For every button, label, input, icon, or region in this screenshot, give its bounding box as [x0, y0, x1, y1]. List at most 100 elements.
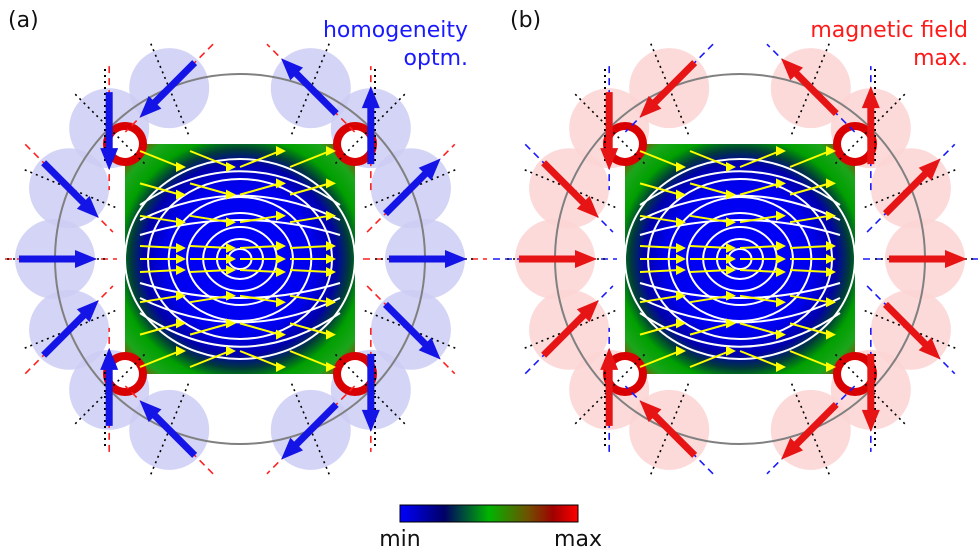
field-arrow-shaft	[789, 245, 831, 249]
field-arrow-head	[776, 329, 786, 340]
magnet-arrow-head	[945, 250, 967, 268]
field-arrow-head	[676, 318, 686, 329]
field-arrow-head	[326, 362, 336, 372]
field-arrow-head	[326, 178, 336, 189]
field-arrow-head	[326, 266, 336, 277]
field-arrow-head	[276, 266, 286, 277]
magnet-arrow-head	[575, 250, 597, 268]
magnet-arrow-head	[76, 195, 99, 218]
field-contour	[124, 158, 356, 360]
field-arrow-shaft	[689, 350, 731, 368]
panel-a	[0, 41, 487, 477]
magnet-arrow-shaft	[382, 170, 429, 217]
field-arrow-head	[676, 217, 686, 228]
field-contour-arc	[139, 282, 341, 299]
field-arrow-head	[176, 189, 186, 200]
field-arrow-shaft	[739, 322, 781, 336]
magnet-arrow-head	[418, 337, 441, 360]
field-contour-arc	[139, 219, 341, 236]
field-arrow-head	[826, 241, 836, 252]
field-arrow-head	[276, 178, 286, 189]
magnet-arrow-head	[639, 95, 662, 118]
field-arrow-shaft	[289, 350, 331, 368]
field-arrow-shaft	[289, 245, 331, 249]
colorbar-min-label: min	[379, 527, 421, 552]
field-arrow-head	[226, 346, 236, 356]
magnet-arrow-shaft	[882, 301, 929, 348]
field-arrow-head	[176, 290, 186, 301]
field-arrow-shaft	[139, 245, 181, 249]
magnet-arrow-head	[576, 195, 599, 218]
magnet-arrow-shaft	[41, 160, 88, 207]
field-arrow-head	[226, 254, 236, 264]
field-arrow-shaft	[189, 245, 231, 249]
field-arrow-shaft	[789, 214, 831, 224]
field-arrow-shaft	[739, 245, 781, 249]
magnet-arrow-head	[100, 347, 119, 370]
field-arrow-head	[326, 329, 336, 340]
field-arrow-head	[176, 162, 186, 172]
field-arrow-shaft	[289, 322, 331, 336]
field-arrow-head	[276, 241, 286, 252]
field-arrow-shaft	[189, 322, 231, 336]
field-arrow-head	[326, 210, 336, 221]
panel-title-b-line2: max.	[913, 46, 968, 71]
magnet-arrow-head	[361, 86, 380, 109]
field-arrow-shaft	[689, 150, 731, 168]
magnet-arrow-head	[918, 337, 941, 360]
field-contour	[624, 158, 856, 360]
field-arrow-head	[826, 329, 836, 340]
magnet-arrow-head	[576, 300, 599, 323]
field-arrow-shaft	[289, 214, 331, 224]
field-arrow-head	[226, 162, 236, 172]
field-arrow-head	[726, 318, 736, 329]
field-arrow-head	[226, 242, 236, 253]
field-arrow-shaft	[639, 322, 681, 336]
field-arrow-shaft	[289, 294, 331, 304]
field-arrow-head	[826, 210, 836, 221]
field-arrow-head	[776, 241, 786, 252]
magnet-arrow-head	[100, 148, 119, 171]
field-arrow-shaft	[639, 350, 681, 368]
field-arrow-shaft	[139, 150, 181, 168]
magnet-arrow-head	[781, 58, 804, 81]
magnet-arrow-head	[139, 400, 162, 423]
field-arrow-shaft	[739, 269, 781, 273]
magnet-arrow-shaft	[382, 301, 429, 348]
magnet-arrow-head	[861, 409, 880, 432]
field-arrow-head	[176, 265, 186, 276]
panel-title-a-line1: homogeneity	[323, 18, 468, 43]
field-arrow-shaft	[689, 245, 731, 249]
field-arrow-shaft	[139, 350, 181, 368]
magnet-arrow-head	[418, 158, 441, 181]
field-arrow-shaft	[189, 214, 231, 224]
magnet-arrow-shaft	[792, 70, 839, 117]
field-arrow-head	[726, 290, 736, 301]
field-arrow-head	[676, 162, 686, 172]
field-arrow-shaft	[739, 294, 781, 304]
field-arrow-shaft	[139, 294, 181, 304]
field-arrow-head	[676, 265, 686, 276]
colorbar-max-label: max	[554, 527, 602, 552]
magnet-arrow-shaft	[882, 170, 929, 217]
field-arrow-head	[826, 178, 836, 189]
panel-title-a-line2: optm.	[404, 46, 468, 71]
field-arrow-head	[276, 362, 286, 372]
field-arrow-head	[226, 318, 236, 329]
field-arrow-shaft	[739, 182, 781, 196]
field-arrow-shaft	[739, 350, 781, 368]
field-arrow-shaft	[639, 182, 681, 196]
field-arrow-shaft	[139, 214, 181, 224]
field-arrow-shaft	[689, 322, 731, 336]
field-arrow-head	[776, 178, 786, 189]
field-arrow-head	[276, 146, 286, 156]
field-arrow-head	[676, 254, 686, 264]
field-arrow-head	[176, 217, 186, 228]
field-arrow-shaft	[689, 214, 731, 224]
magnet-arrow-head	[445, 250, 467, 268]
field-arrow-shaft	[189, 350, 231, 368]
field-arrow-shaft	[139, 269, 181, 273]
field-arrow-head	[726, 254, 736, 264]
magnet-arrow-shaft	[151, 60, 198, 107]
field-arrow-head	[826, 297, 836, 308]
